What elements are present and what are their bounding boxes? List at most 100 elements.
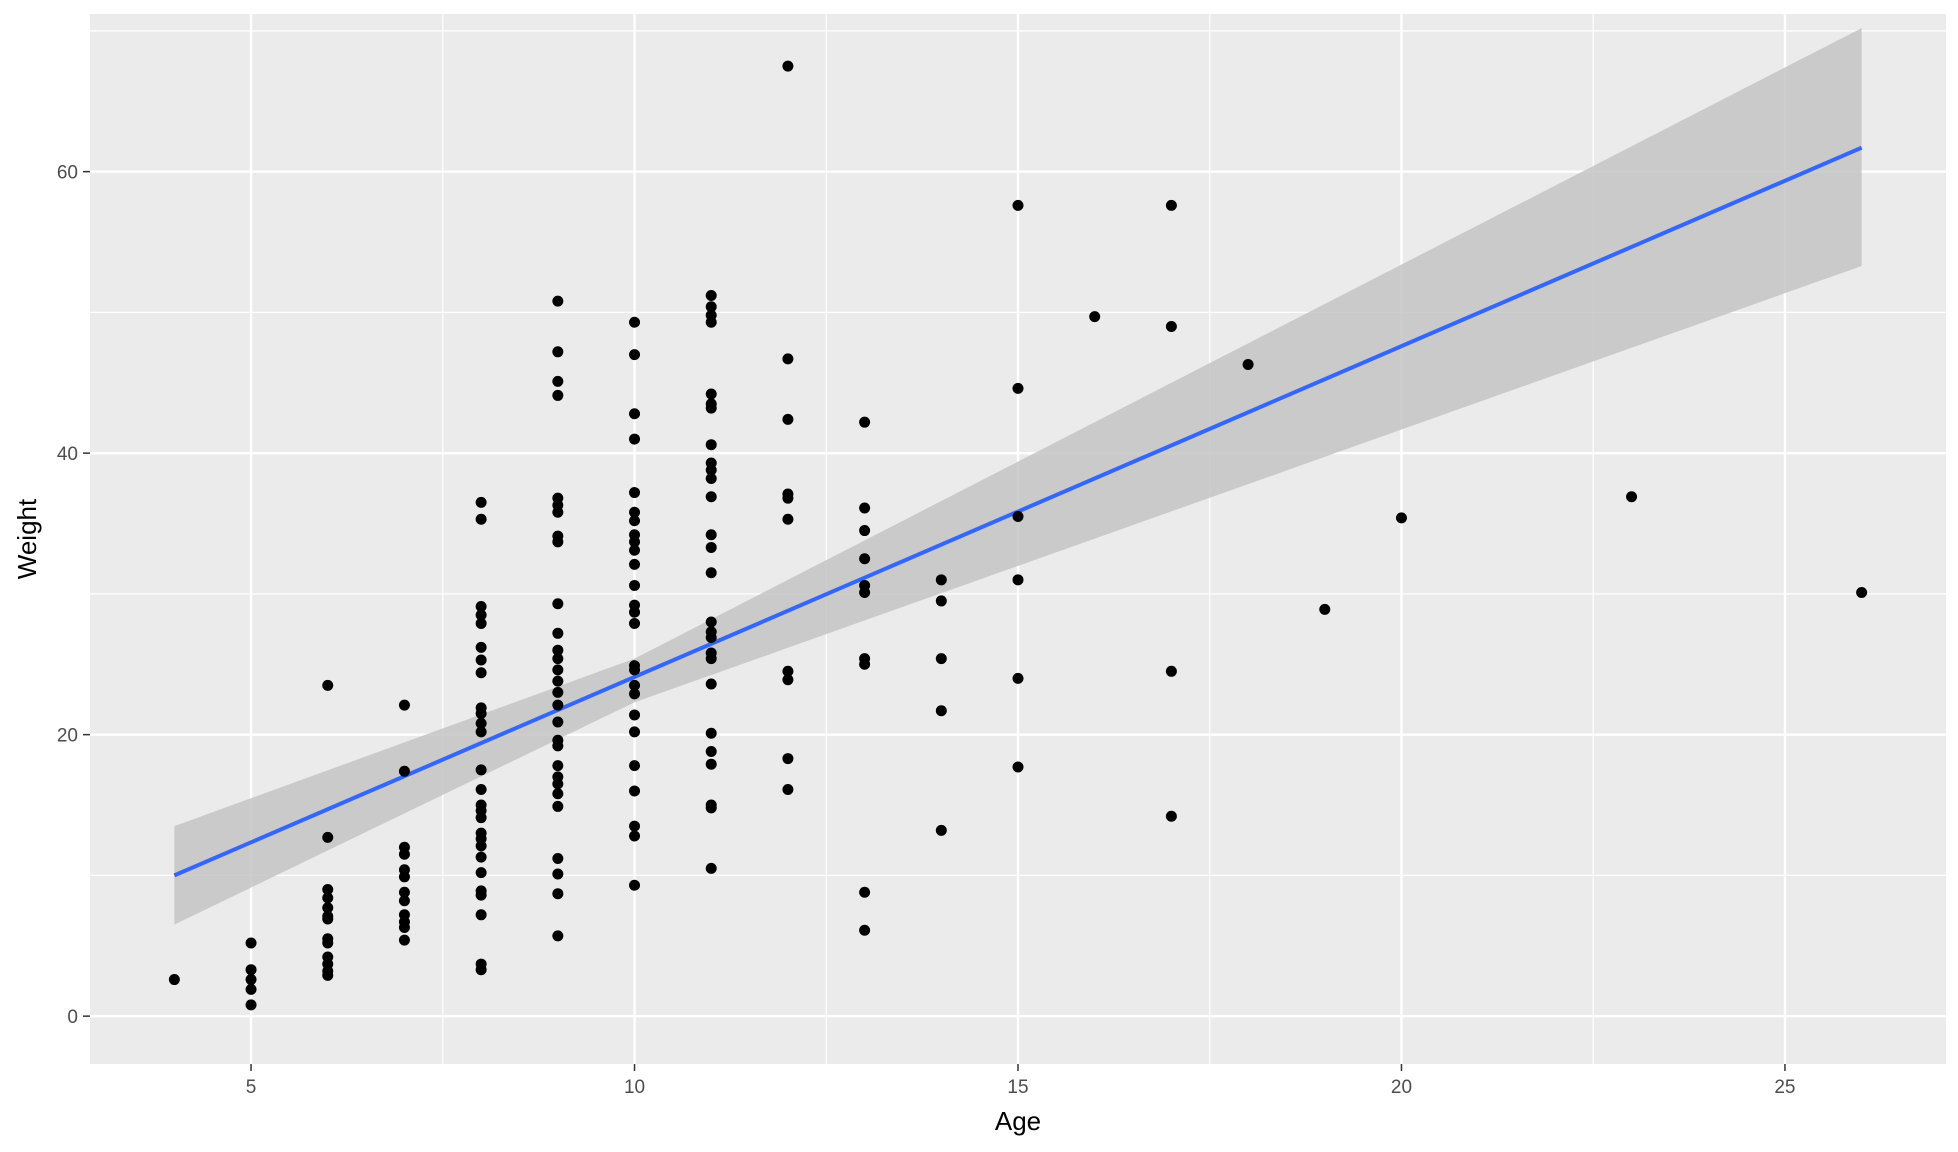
data-point [552, 346, 564, 358]
data-point [1012, 199, 1024, 211]
data-point [782, 353, 794, 365]
data-point [398, 871, 410, 883]
data-point [935, 595, 947, 607]
data-point [245, 964, 257, 976]
data-point [475, 726, 487, 738]
data-point [629, 544, 641, 556]
data-point [705, 439, 717, 451]
data-point [705, 301, 717, 313]
data-point [705, 529, 717, 541]
data-point [1012, 672, 1024, 684]
data-point [629, 760, 641, 772]
data-point [782, 784, 794, 796]
y-tick-label: 40 [57, 444, 78, 465]
y-axis-ticks: 0 20 40 60 [57, 163, 90, 1028]
data-point [475, 609, 487, 621]
data-point [859, 658, 871, 670]
data-point [322, 969, 334, 981]
data-point [1012, 510, 1024, 522]
data-point [1012, 382, 1024, 394]
data-point [552, 506, 564, 518]
data-point [475, 812, 487, 824]
data-point [322, 937, 334, 949]
data-point [629, 349, 641, 361]
data-point [705, 653, 717, 665]
data-point [1626, 491, 1638, 503]
data-point [552, 760, 564, 772]
data-point [245, 983, 257, 995]
data-point [629, 408, 641, 420]
data-point [629, 433, 641, 445]
data-point [629, 515, 641, 527]
data-point [705, 541, 717, 553]
data-point [475, 909, 487, 921]
data-point [629, 579, 641, 591]
data-points [168, 60, 1868, 1011]
data-point [629, 316, 641, 328]
data-point [629, 664, 641, 676]
y-tick-label: 60 [57, 163, 78, 184]
data-point [322, 892, 334, 904]
data-point [552, 375, 564, 387]
data-point [629, 617, 641, 629]
data-point [629, 536, 641, 548]
data-point [398, 921, 410, 933]
data-point [552, 699, 564, 711]
data-point [552, 888, 564, 900]
data-point [1165, 320, 1177, 332]
data-point [629, 506, 641, 518]
data-point [475, 617, 487, 629]
data-point [859, 924, 871, 936]
data-point [782, 492, 794, 504]
data-point [629, 558, 641, 570]
data-point [552, 740, 564, 752]
data-point [552, 664, 564, 676]
data-point [705, 727, 717, 739]
data-point [475, 784, 487, 796]
data-point [782, 753, 794, 765]
data-point [705, 802, 717, 814]
data-point [705, 316, 717, 328]
data-point [475, 667, 487, 679]
data-point [705, 491, 717, 503]
data-point [935, 653, 947, 665]
data-point [475, 654, 487, 666]
data-point [322, 883, 334, 895]
data-point [475, 964, 487, 976]
data-point [705, 678, 717, 690]
data-point [1165, 810, 1177, 822]
data-point [859, 502, 871, 514]
data-point [782, 665, 794, 677]
data-point [1242, 358, 1254, 370]
x-tick-label: 5 [246, 1077, 257, 1098]
data-point [322, 831, 334, 843]
data-point [1165, 665, 1177, 677]
data-point [705, 472, 717, 484]
data-point [629, 879, 641, 891]
data-point [629, 688, 641, 700]
data-point [629, 830, 641, 842]
data-point [782, 513, 794, 525]
data-point [552, 686, 564, 698]
data-point [705, 862, 717, 874]
data-point [475, 867, 487, 879]
data-point [629, 487, 641, 499]
data-point [629, 606, 641, 618]
data-point [782, 60, 794, 72]
x-axis-title: Age [995, 1106, 1041, 1136]
data-point [475, 513, 487, 525]
data-point [475, 840, 487, 852]
data-point [935, 705, 947, 717]
data-point [1856, 586, 1868, 598]
data-point [475, 641, 487, 653]
data-point [552, 788, 564, 800]
data-point [782, 674, 794, 686]
data-point [552, 536, 564, 548]
y-axis-title: Weight [12, 498, 42, 579]
data-point [552, 644, 564, 656]
data-point [245, 999, 257, 1011]
x-axis-ticks: 5 10 15 20 25 [246, 1064, 1796, 1098]
data-point [859, 553, 871, 565]
data-point [705, 632, 717, 644]
data-point [322, 902, 334, 914]
